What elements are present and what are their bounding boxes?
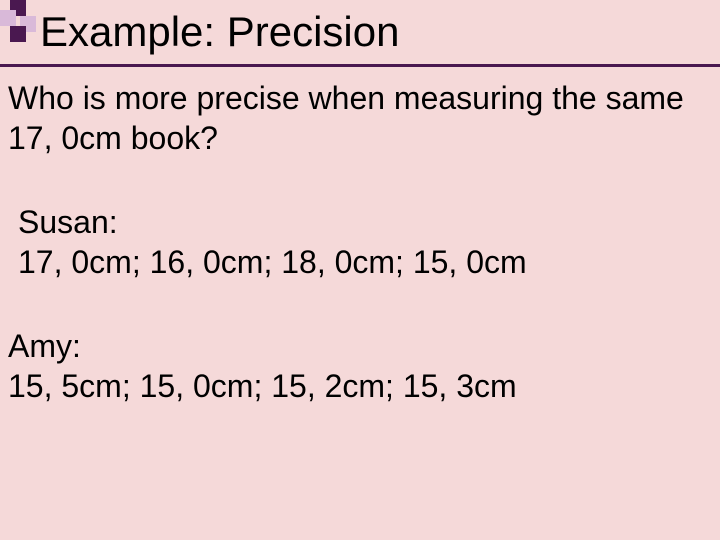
susan-name: Susan:: [18, 202, 700, 242]
deco-square: [0, 10, 16, 26]
amy-measurements: 15, 5cm; 15, 0cm; 15, 2cm; 15, 3cm: [8, 366, 700, 406]
susan-block: Susan: 17, 0cm; 16, 0cm; 18, 0cm; 15, 0c…: [8, 202, 700, 282]
slide-title: Example: Precision: [40, 8, 700, 56]
deco-square: [10, 26, 26, 42]
amy-name: Amy:: [8, 326, 700, 366]
slide-content: Who is more precise when measuring the s…: [8, 78, 700, 406]
susan-measurements: 17, 0cm; 16, 0cm; 18, 0cm; 15, 0cm: [18, 242, 700, 282]
title-underline: [0, 64, 720, 67]
amy-block: Amy: 15, 5cm; 15, 0cm; 15, 2cm; 15, 3cm: [8, 326, 700, 406]
title-area: Example: Precision: [40, 8, 700, 56]
corner-decoration: [0, 0, 40, 50]
question-text: Who is more precise when measuring the s…: [8, 78, 700, 158]
